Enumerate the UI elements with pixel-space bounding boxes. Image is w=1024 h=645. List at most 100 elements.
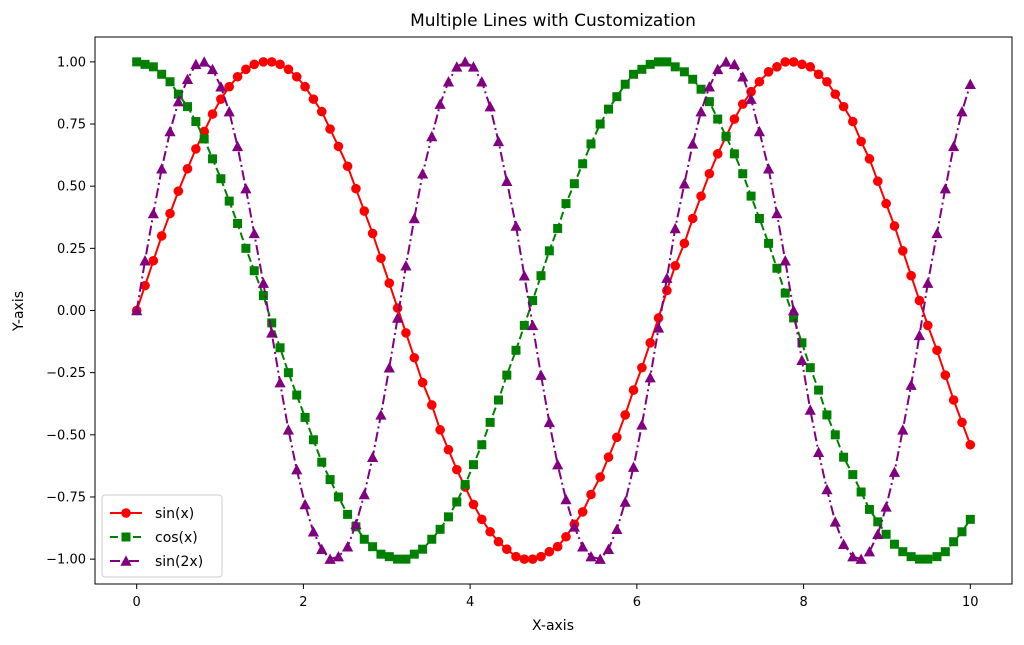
data-point bbox=[914, 295, 925, 306]
data-point bbox=[351, 183, 361, 194]
data-point bbox=[283, 368, 293, 378]
data-point bbox=[856, 136, 866, 147]
data-point bbox=[932, 552, 942, 562]
data-point bbox=[408, 212, 420, 224]
data-point bbox=[746, 191, 756, 201]
data-point bbox=[502, 544, 512, 554]
data-point bbox=[307, 526, 320, 537]
data-point bbox=[316, 543, 328, 554]
data-point bbox=[763, 67, 774, 77]
data-point bbox=[847, 116, 858, 127]
x-axis-label: X-axis bbox=[532, 618, 574, 634]
data-point bbox=[266, 327, 278, 338]
data-point bbox=[696, 84, 706, 94]
data-point bbox=[822, 76, 832, 87]
data-point bbox=[940, 370, 951, 380]
y-tick-label: 0.50 bbox=[57, 180, 86, 195]
data-point bbox=[393, 554, 403, 564]
series-line bbox=[135, 60, 972, 561]
data-point bbox=[443, 512, 453, 522]
data-point bbox=[670, 260, 681, 271]
data-point bbox=[477, 440, 487, 450]
data-point bbox=[291, 71, 302, 82]
data-point bbox=[813, 69, 824, 80]
data-point bbox=[965, 439, 976, 450]
data-point bbox=[595, 472, 605, 482]
data-point bbox=[932, 345, 942, 356]
data-point bbox=[165, 77, 175, 87]
data-point bbox=[181, 73, 194, 85]
data-point bbox=[561, 531, 571, 542]
data-point bbox=[392, 312, 404, 323]
data-point bbox=[341, 541, 354, 552]
data-point bbox=[257, 277, 269, 288]
x-tick-label: 2 bbox=[299, 595, 307, 610]
data-point bbox=[838, 538, 850, 549]
data-point bbox=[535, 369, 547, 380]
data-point bbox=[805, 363, 815, 373]
data-point bbox=[292, 390, 302, 400]
data-point bbox=[299, 498, 311, 510]
data-point bbox=[814, 385, 824, 395]
data-point bbox=[738, 169, 748, 179]
legend-marker bbox=[120, 555, 132, 566]
data-point bbox=[191, 117, 201, 127]
x-tick-label: 8 bbox=[799, 595, 807, 610]
data-point bbox=[881, 198, 891, 209]
legend-box bbox=[101, 494, 223, 578]
data-point bbox=[240, 183, 252, 194]
data-point bbox=[224, 196, 234, 206]
x-tick-label: 0 bbox=[133, 595, 141, 610]
legend: sin(x) cos(x) sin(2x) bbox=[101, 494, 223, 578]
data-point bbox=[687, 213, 698, 224]
data-point bbox=[367, 451, 379, 462]
data-point bbox=[602, 543, 615, 554]
data-point bbox=[619, 496, 631, 507]
data-point bbox=[511, 551, 521, 562]
data-point bbox=[888, 466, 901, 477]
data-point bbox=[948, 395, 959, 405]
data-point bbox=[476, 76, 488, 87]
data-point bbox=[957, 417, 967, 428]
data-point bbox=[713, 114, 723, 124]
y-tick-label: −0.25 bbox=[46, 366, 86, 381]
data-point bbox=[343, 509, 353, 519]
data-point bbox=[913, 329, 926, 341]
data-point bbox=[317, 457, 327, 467]
data-point bbox=[459, 56, 471, 67]
data-point bbox=[148, 255, 159, 266]
x-tick-label: 6 bbox=[633, 595, 641, 610]
data-point bbox=[282, 424, 295, 435]
data-point bbox=[442, 76, 455, 87]
legend-entry-label: sin(x) bbox=[155, 506, 194, 522]
data-point bbox=[375, 409, 387, 420]
series-sin-x- bbox=[131, 57, 976, 564]
data-point bbox=[627, 461, 640, 472]
data-point bbox=[628, 385, 639, 395]
data-point bbox=[392, 303, 403, 313]
data-point bbox=[492, 135, 505, 147]
data-point bbox=[771, 207, 783, 219]
x-tick-label: 10 bbox=[962, 595, 979, 610]
data-point bbox=[249, 266, 259, 276]
data-point bbox=[856, 487, 866, 497]
data-point bbox=[585, 551, 597, 562]
data-point bbox=[418, 544, 428, 554]
data-point bbox=[838, 101, 849, 112]
data-point bbox=[772, 263, 782, 273]
data-point bbox=[653, 313, 664, 323]
data-point bbox=[173, 89, 183, 99]
data-point bbox=[376, 253, 386, 264]
data-point bbox=[148, 62, 158, 72]
data-point bbox=[965, 514, 975, 524]
data-point bbox=[157, 69, 167, 79]
data-point bbox=[746, 86, 756, 97]
data-point bbox=[898, 547, 908, 557]
data-point bbox=[493, 536, 504, 547]
data-point bbox=[881, 529, 891, 539]
data-point bbox=[737, 71, 749, 82]
data-point bbox=[737, 99, 748, 109]
data-point bbox=[139, 255, 151, 266]
data-point bbox=[848, 470, 858, 480]
data-point bbox=[367, 228, 378, 239]
